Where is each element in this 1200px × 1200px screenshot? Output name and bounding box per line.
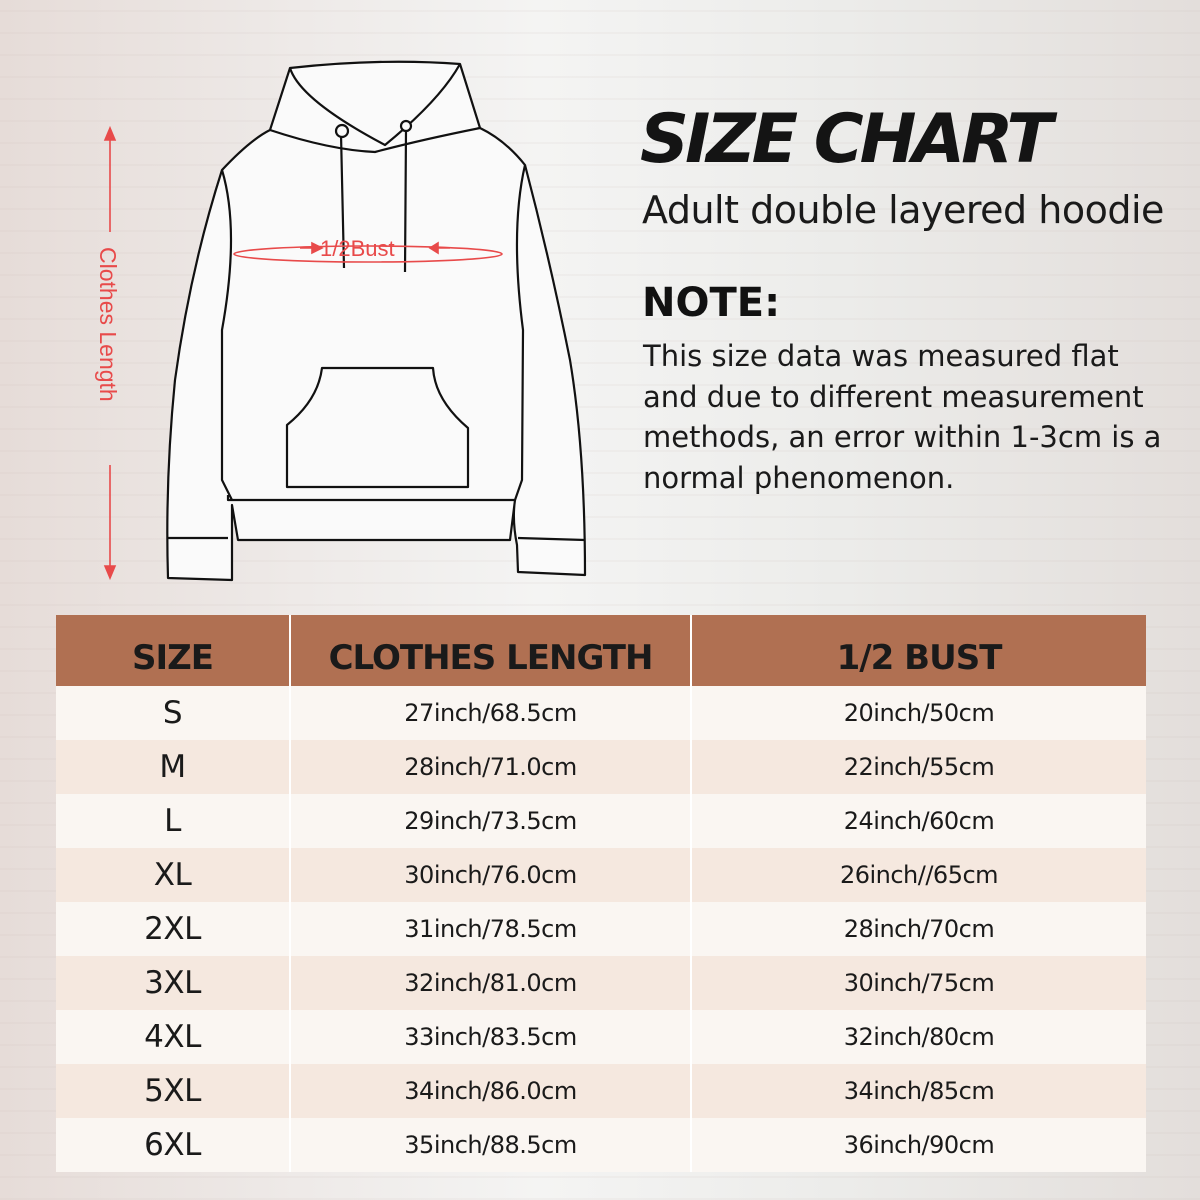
hoodie-hood xyxy=(269,63,481,154)
bust-measure-line xyxy=(233,245,503,263)
table-row: 6XL 35inch/88.5cm 36inch/90cm xyxy=(56,1118,1146,1172)
cell-size: 3XL xyxy=(56,956,291,1010)
page-title: SIZE CHART xyxy=(640,100,1053,179)
length-label: Clothes Length xyxy=(95,247,121,402)
cell-half-bust: 32inch/80cm xyxy=(691,1010,1146,1064)
cell-clothes-length: 31inch/78.5cm xyxy=(290,902,692,956)
header-half-bust: 1/2 BUST xyxy=(691,615,1146,686)
cell-half-bust: 36inch/90cm xyxy=(691,1118,1146,1172)
cell-size: 2XL xyxy=(56,902,291,956)
table-row: XL 30inch/76.0cm 26inch//65cm xyxy=(56,848,1146,902)
bust-arrow-right xyxy=(428,241,450,255)
cell-size: XL xyxy=(56,848,291,902)
cell-half-bust: 26inch//65cm xyxy=(691,848,1146,902)
table-row: 3XL 32inch/81.0cm 30inch/75cm xyxy=(56,956,1146,1010)
cell-half-bust: 20inch/50cm xyxy=(691,686,1146,740)
product-subtitle: Adult double layered hoodie xyxy=(642,188,1164,232)
table-row: 5XL 34inch/86.0cm 34inch/85cm xyxy=(56,1064,1146,1118)
header-clothes-length: CLOTHES LENGTH xyxy=(290,615,692,686)
cell-size: L xyxy=(56,794,291,848)
cell-clothes-length: 28inch/71.0cm xyxy=(290,740,692,794)
cell-half-bust: 34inch/85cm xyxy=(691,1064,1146,1118)
cell-size: 5XL xyxy=(56,1064,291,1118)
cell-half-bust: 30inch/75cm xyxy=(691,956,1146,1010)
bust-arrow-left xyxy=(300,241,324,255)
cell-clothes-length: 32inch/81.0cm xyxy=(290,956,692,1010)
cell-clothes-length: 27inch/68.5cm xyxy=(290,686,692,740)
hoodie-waistband xyxy=(220,164,527,502)
length-arrow-bottom-icon xyxy=(103,565,117,581)
cell-clothes-length: 34inch/86.0cm xyxy=(290,1064,692,1118)
cell-size: 6XL xyxy=(56,1118,291,1172)
cell-size: 4XL xyxy=(56,1010,291,1064)
cell-half-bust: 22inch/55cm xyxy=(691,740,1146,794)
cell-half-bust: 24inch/60cm xyxy=(691,794,1146,848)
header-size: SIZE xyxy=(56,615,291,686)
length-arrow-top-icon xyxy=(103,125,117,141)
table-row: M 28inch/71.0cm 22inch/55cm xyxy=(56,740,1146,794)
cell-clothes-length: 33inch/83.5cm xyxy=(290,1010,692,1064)
table-row: 4XL 33inch/83.5cm 32inch/80cm xyxy=(56,1010,1146,1064)
hoodie-cuffs xyxy=(168,536,586,542)
table-row: S 27inch/68.5cm 20inch/50cm xyxy=(56,686,1146,740)
hoodie-pocket xyxy=(285,366,470,489)
note-heading: NOTE: xyxy=(642,280,781,326)
table-row: 2XL 31inch/78.5cm 28inch/70cm xyxy=(56,902,1146,956)
hoodie-diagram: 1/2Bust Clothes Length xyxy=(95,60,587,582)
cell-size: S xyxy=(56,686,291,740)
table-row: L 29inch/73.5cm 24inch/60cm xyxy=(56,794,1146,848)
bust-label: 1/2Bust xyxy=(320,236,395,261)
cell-clothes-length: 30inch/76.0cm xyxy=(290,848,692,902)
hoodie-body xyxy=(166,60,587,582)
cell-clothes-length: 35inch/88.5cm xyxy=(290,1118,692,1172)
cell-half-bust: 28inch/70cm xyxy=(691,902,1146,956)
table-header: SIZE CLOTHES LENGTH 1/2 BUST xyxy=(56,615,1146,686)
cell-clothes-length: 29inch/73.5cm xyxy=(290,794,692,848)
note-text: This size data was measured flat and due… xyxy=(643,339,1162,495)
size-table: SIZE CLOTHES LENGTH 1/2 BUST S 27inch/68.… xyxy=(56,615,1146,1172)
cell-size: M xyxy=(56,740,291,794)
